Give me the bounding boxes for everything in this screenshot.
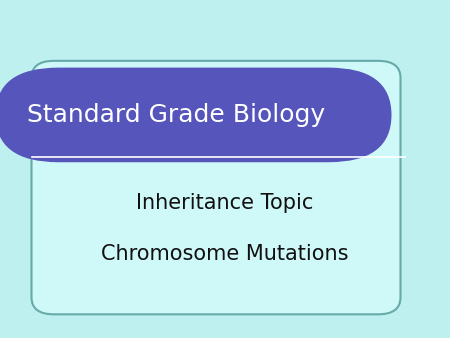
Text: Chromosome Mutations: Chromosome Mutations	[101, 243, 349, 264]
FancyBboxPatch shape	[0, 68, 392, 162]
Text: Inheritance Topic: Inheritance Topic	[136, 193, 314, 213]
FancyBboxPatch shape	[32, 61, 400, 314]
Text: Standard Grade Biology: Standard Grade Biology	[27, 103, 325, 127]
